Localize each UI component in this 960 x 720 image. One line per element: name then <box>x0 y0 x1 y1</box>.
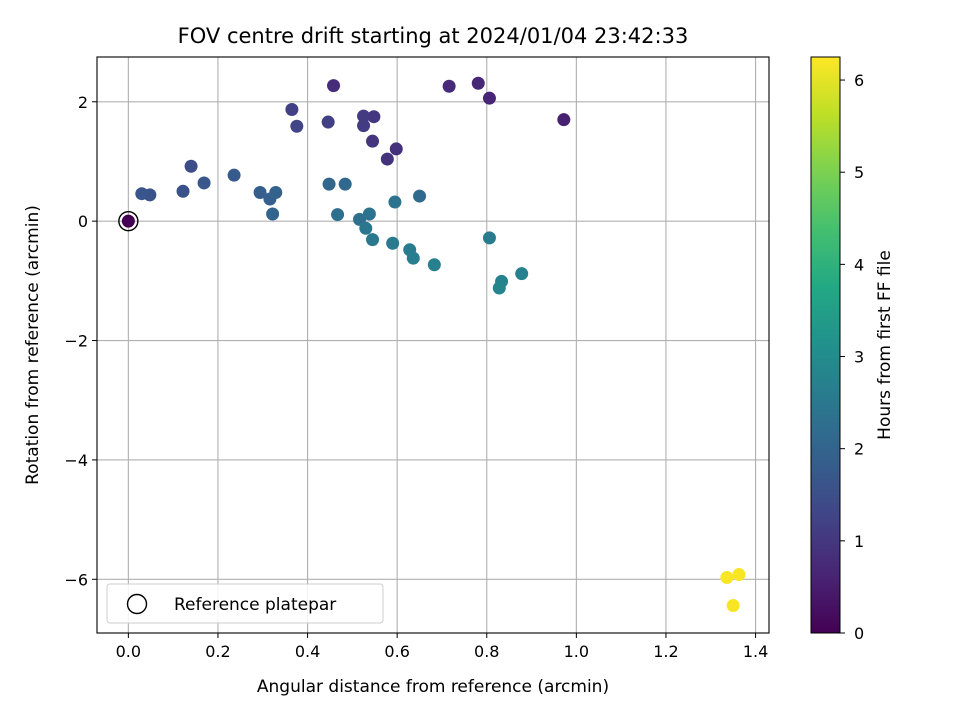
data-point <box>327 79 341 93</box>
x-tick-label: 0.2 <box>205 642 230 661</box>
data-point <box>726 599 740 613</box>
legend-label-reference: Reference platepar <box>174 595 336 615</box>
colorbar: 0 1 2 3 4 5 6 Hours from first FF file <box>810 56 895 643</box>
data-point <box>285 103 299 117</box>
y-tick-label: 2 <box>78 93 88 112</box>
y-tick-label: −2 <box>64 332 88 351</box>
colorbar-tick-label: 1 <box>854 532 864 551</box>
x-tick-label: 0.0 <box>116 642 141 661</box>
data-point <box>359 221 373 235</box>
data-point <box>321 115 335 129</box>
reference-platepar-marker <box>118 210 139 232</box>
legend-box <box>106 583 384 624</box>
data-point <box>442 79 456 93</box>
data-point <box>135 187 149 201</box>
data-point <box>557 113 571 127</box>
colorbar-ticks: 0 1 2 3 4 5 6 <box>840 71 864 643</box>
data-point <box>471 76 485 90</box>
data-point <box>176 184 190 198</box>
data-point <box>389 142 403 156</box>
data-point <box>515 267 529 281</box>
data-point <box>427 258 441 272</box>
data-point <box>482 91 496 105</box>
colorbar-gradient <box>810 56 841 634</box>
data-point <box>366 134 380 148</box>
data-point <box>269 185 283 199</box>
x-tick-label: 1.4 <box>743 642 768 661</box>
data-point <box>357 119 371 133</box>
data-point <box>492 281 506 295</box>
data-point <box>197 176 211 190</box>
legend-marker-reference <box>126 593 148 615</box>
y-tick-label: −4 <box>64 451 88 470</box>
data-point <box>331 208 345 222</box>
data-point <box>367 110 381 124</box>
data-point <box>227 168 241 182</box>
data-point <box>338 177 352 191</box>
x-tick-label: 1.0 <box>564 642 589 661</box>
data-point <box>357 109 371 123</box>
colorbar-tick-label: 2 <box>854 440 864 459</box>
x-axis-label: Angular distance from reference (arcmin) <box>257 677 609 697</box>
x-tick-label: 0.8 <box>474 642 499 661</box>
colorbar-label: Hours from first FF file <box>875 250 895 440</box>
data-point <box>366 233 380 247</box>
data-point <box>253 185 267 199</box>
plot-frame <box>96 56 770 634</box>
grid <box>97 57 769 633</box>
x-tick-label: 0.4 <box>295 642 320 661</box>
y-tick-label: 0 <box>78 212 88 231</box>
colorbar-tick-label: 6 <box>854 71 864 90</box>
legend: Reference platepar <box>106 583 384 624</box>
data-point <box>290 119 304 133</box>
x-tick-label: 1.2 <box>653 642 678 661</box>
data-point <box>121 214 135 228</box>
data-point <box>406 251 420 265</box>
colorbar-tick-label: 4 <box>854 255 864 274</box>
colorbar-tick-label: 3 <box>854 348 864 367</box>
colorbar-tick-label: 0 <box>854 624 864 643</box>
colorbar-tick-label: 5 <box>854 163 864 182</box>
y-axis: 2 0 −2 −4 −6 <box>64 93 97 589</box>
y-axis-label: Rotation from reference (arcmin) <box>23 205 43 485</box>
x-tick-label: 0.6 <box>384 642 409 661</box>
data-point <box>380 152 394 166</box>
chart-title: FOV centre drift starting at 2024/01/04 … <box>178 24 689 48</box>
data-points <box>118 76 746 613</box>
data-point <box>322 177 336 191</box>
data-point <box>482 231 496 245</box>
data-point <box>184 159 198 173</box>
data-point <box>266 207 280 221</box>
data-point <box>720 570 734 584</box>
x-axis: 0.0 0.2 0.4 0.6 0.8 1.0 1.2 1.4 <box>116 633 768 661</box>
y-tick-label: −6 <box>64 570 88 589</box>
data-point <box>386 236 400 250</box>
data-point <box>362 207 376 221</box>
data-point <box>732 568 746 582</box>
data-point <box>413 189 427 203</box>
data-point <box>388 195 402 209</box>
